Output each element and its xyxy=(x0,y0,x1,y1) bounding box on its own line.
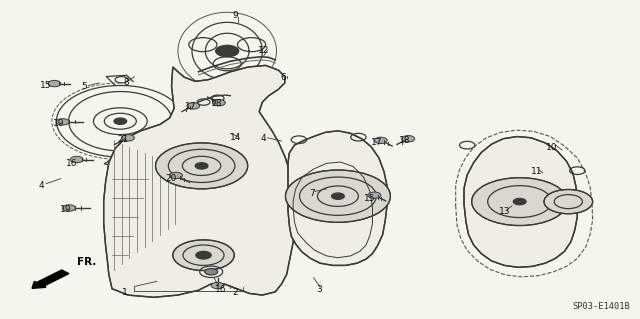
Text: 15: 15 xyxy=(40,81,52,90)
Circle shape xyxy=(513,198,526,205)
Text: 11: 11 xyxy=(531,167,542,176)
Text: 19: 19 xyxy=(60,205,71,214)
Text: 17: 17 xyxy=(371,138,382,147)
Text: 4: 4 xyxy=(261,134,266,143)
Text: 18: 18 xyxy=(399,137,410,145)
Circle shape xyxy=(216,45,239,57)
Circle shape xyxy=(374,137,387,144)
Circle shape xyxy=(472,178,568,226)
Circle shape xyxy=(544,189,593,214)
Circle shape xyxy=(114,118,127,124)
Circle shape xyxy=(56,119,69,125)
Text: 17: 17 xyxy=(185,102,196,111)
FancyArrow shape xyxy=(32,270,69,288)
Text: 16: 16 xyxy=(215,285,227,294)
Circle shape xyxy=(48,80,61,87)
Circle shape xyxy=(332,193,344,199)
Circle shape xyxy=(170,172,182,179)
Text: 21: 21 xyxy=(117,135,129,144)
Circle shape xyxy=(122,135,134,141)
Text: 12: 12 xyxy=(258,46,269,55)
Text: 19: 19 xyxy=(53,119,65,128)
Text: 6: 6 xyxy=(280,73,285,82)
Text: 10: 10 xyxy=(546,143,557,152)
Text: SP03-E1401B: SP03-E1401B xyxy=(573,302,630,311)
Text: 2: 2 xyxy=(233,288,238,297)
Circle shape xyxy=(196,251,211,259)
Text: 15: 15 xyxy=(364,194,376,203)
Text: 20: 20 xyxy=(166,174,177,182)
Text: 7: 7 xyxy=(310,189,315,198)
Text: 14: 14 xyxy=(230,133,241,142)
Polygon shape xyxy=(288,131,387,265)
Circle shape xyxy=(173,240,234,271)
Text: 18: 18 xyxy=(211,99,222,108)
Text: 4: 4 xyxy=(39,181,44,190)
Text: 3: 3 xyxy=(316,285,321,294)
Text: FR.: FR. xyxy=(77,257,96,267)
Circle shape xyxy=(187,103,200,109)
Text: 16: 16 xyxy=(66,159,77,168)
Circle shape xyxy=(63,205,76,211)
Circle shape xyxy=(368,192,381,198)
Text: 13: 13 xyxy=(499,207,510,216)
Circle shape xyxy=(195,163,208,169)
Polygon shape xyxy=(104,65,296,297)
Circle shape xyxy=(285,170,390,222)
Polygon shape xyxy=(464,137,577,267)
Circle shape xyxy=(205,269,218,275)
Circle shape xyxy=(212,100,225,106)
Text: 5: 5 xyxy=(82,82,87,91)
Text: 9: 9 xyxy=(233,11,238,20)
Circle shape xyxy=(402,136,415,142)
Circle shape xyxy=(211,282,224,289)
Text: 8: 8 xyxy=(124,78,129,87)
Text: 1: 1 xyxy=(122,288,127,297)
Circle shape xyxy=(70,156,83,163)
Circle shape xyxy=(156,143,248,189)
